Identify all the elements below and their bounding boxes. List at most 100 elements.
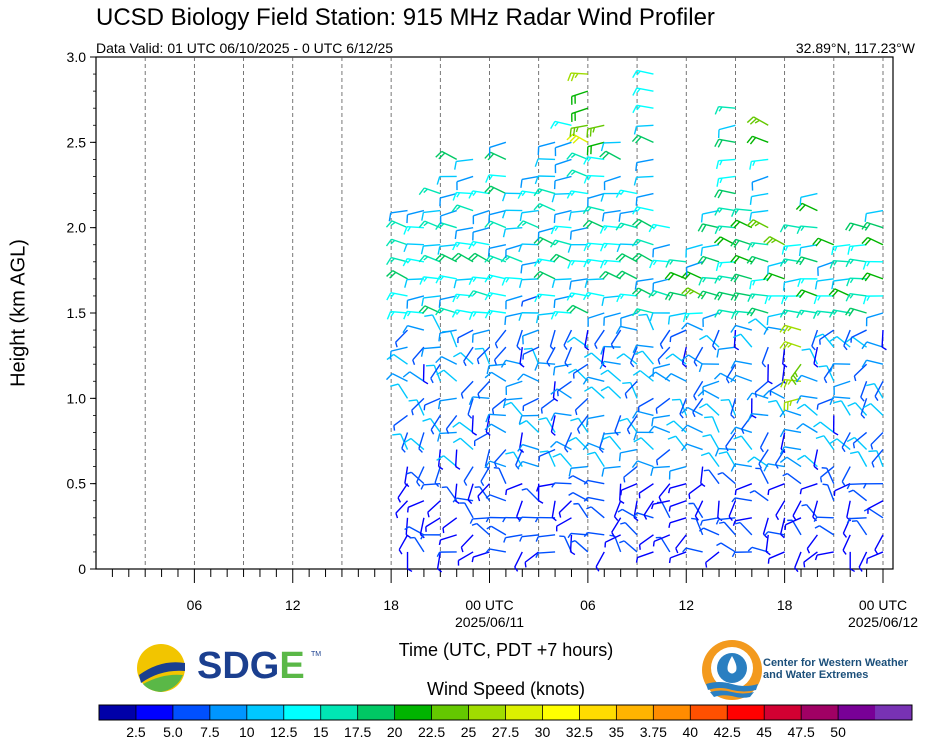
barb-shaft	[876, 450, 884, 467]
wind-barb	[657, 501, 671, 519]
barb-flag	[615, 222, 622, 231]
barb-flag	[833, 400, 842, 404]
barb-shaft	[425, 517, 441, 528]
barb-shaft	[801, 483, 818, 490]
wind-barb	[436, 369, 458, 382]
wind-barb	[651, 414, 670, 427]
barb-flag	[521, 191, 526, 197]
barb-flag	[438, 465, 444, 470]
barb-flag	[812, 516, 817, 522]
wind-barb	[600, 369, 622, 382]
barb-flag	[698, 403, 707, 409]
wind-barb	[818, 365, 835, 382]
barb-flag	[438, 152, 446, 160]
wind-barb	[435, 253, 458, 263]
barb-shaft	[610, 329, 622, 345]
wind-barb	[746, 307, 769, 317]
wind-barb	[523, 347, 540, 365]
barb-flag	[813, 421, 821, 428]
barb-shaft	[397, 483, 409, 499]
colorbar-swatch	[246, 705, 285, 720]
wind-barb	[539, 450, 556, 467]
barb-flag	[611, 531, 615, 538]
barb-flag	[779, 429, 785, 438]
barb-flag	[395, 512, 399, 519]
barb-shaft	[538, 158, 556, 161]
barb-shaft	[506, 254, 523, 263]
barb-shaft	[720, 542, 736, 553]
barb-shaft	[660, 537, 671, 553]
barb-shaft	[549, 329, 556, 347]
wind-barb	[698, 403, 720, 416]
barb-shaft	[601, 347, 605, 365]
wind-profiler-plot: 00.51.01.52.02.53.006 12 18 00 UTC2025/06/1…	[67, 49, 919, 630]
barb-shaft	[751, 192, 769, 198]
wind-barb	[715, 158, 736, 170]
barb-shaft	[526, 488, 540, 502]
barb-shaft	[588, 442, 605, 451]
barb-flag	[385, 220, 393, 228]
wind-barb	[471, 415, 478, 436]
barb-flag	[405, 534, 411, 539]
barb-shaft	[433, 365, 441, 382]
barb-flag	[535, 552, 539, 558]
wind-barb	[493, 449, 507, 468]
wind-barb	[411, 397, 425, 416]
wind-barb	[403, 310, 424, 320]
wind-barb	[552, 381, 559, 402]
wind-barb	[779, 340, 802, 350]
barb-shaft	[626, 415, 638, 430]
barb-flag	[849, 568, 856, 573]
wind-barb	[584, 386, 605, 399]
barb-flag	[615, 189, 622, 198]
colorbar-swatch	[357, 705, 396, 720]
barb-flag	[602, 272, 609, 280]
barb-flag	[570, 551, 576, 556]
barb-flag	[549, 345, 555, 351]
barb-flag	[749, 161, 753, 170]
barb-flag	[436, 455, 444, 461]
barb-flag	[564, 362, 569, 368]
barb-flag	[675, 547, 679, 554]
barb-flag	[386, 270, 394, 277]
barb-shaft	[854, 437, 868, 451]
barb-flag	[485, 548, 490, 554]
wind-barb	[731, 551, 752, 558]
wind-barb	[815, 435, 835, 450]
barb-shaft	[779, 517, 786, 535]
wind-barb	[699, 517, 720, 526]
barb-shaft	[571, 169, 589, 178]
wind-barb	[485, 174, 506, 183]
barb-shaft	[867, 500, 884, 510]
wind-barb	[734, 483, 753, 496]
barb-shaft	[555, 253, 572, 263]
wind-barb	[438, 534, 457, 546]
wind-barb	[862, 260, 884, 270]
barb-shaft	[559, 453, 573, 468]
barb-flag	[730, 374, 737, 383]
wind-barb	[601, 295, 621, 307]
barb-flag	[657, 359, 661, 365]
barb-shaft	[526, 420, 540, 433]
wind-barb	[733, 435, 753, 450]
wind-barb	[649, 259, 670, 269]
barb-shaft	[591, 386, 605, 399]
barb-shaft	[479, 486, 491, 502]
barb-flag	[574, 409, 578, 416]
barb-shaft	[823, 435, 835, 450]
wind-barb	[436, 175, 457, 185]
barb-flag	[829, 396, 834, 405]
barb-flag	[430, 377, 434, 384]
wind-barb	[566, 152, 589, 161]
barb-shaft	[459, 421, 474, 434]
barb-shaft	[474, 431, 490, 442]
barb-flag	[566, 336, 575, 343]
barb-flag	[631, 238, 638, 247]
wind-barb	[782, 347, 788, 368]
barb-shaft	[784, 428, 802, 434]
barb-flag	[552, 453, 561, 458]
barb-flag	[488, 214, 491, 224]
wind-barb	[849, 551, 856, 573]
colorbar-label: 25	[461, 724, 477, 740]
barb-shaft	[659, 329, 671, 345]
